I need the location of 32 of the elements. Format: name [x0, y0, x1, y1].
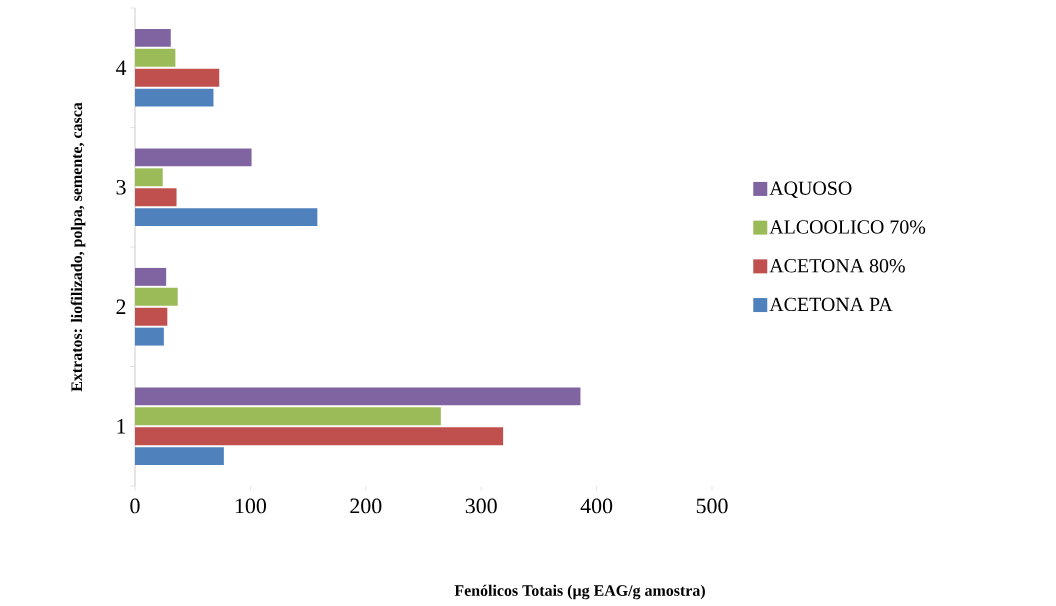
- bar: [135, 427, 504, 446]
- y-tick-label: 3: [116, 179, 126, 195]
- x-tick-label: 400: [580, 498, 613, 514]
- x-tick-label: 500: [696, 498, 728, 514]
- y-tick-label: 1: [117, 419, 126, 434]
- legend-label: ACETONA 80%: [769, 258, 905, 273]
- legend-label: ALCOOLICO 70%: [769, 220, 926, 234]
- bar: [135, 88, 214, 107]
- bar: [135, 267, 167, 286]
- x-tick-label: 200: [350, 498, 382, 514]
- bar: [135, 28, 171, 47]
- x-tick-label: 300: [465, 498, 497, 514]
- y-tick-label: 2: [116, 299, 126, 314]
- y-axis-title: Extratos: liofilizado, polpa, semente, casca: [70, 102, 86, 392]
- x-axis-title: Fenólicos Totais (µg EAG/g amostra): [454, 584, 705, 600]
- bar: [135, 387, 581, 406]
- bar: [135, 68, 220, 87]
- x-tick-label: 100: [235, 498, 267, 514]
- bar: [135, 48, 176, 67]
- y-tick-label: 4: [115, 60, 127, 75]
- bar: [135, 148, 252, 167]
- bar: [135, 407, 441, 426]
- bar: [135, 188, 177, 207]
- legend-label: ACETONA PA: [769, 297, 893, 312]
- legend-label: AQUOSO: [769, 181, 852, 199]
- x-tick-label: 0: [130, 498, 140, 514]
- bar: [135, 168, 163, 187]
- bar: [135, 307, 168, 326]
- bar: [135, 208, 318, 227]
- bar: [135, 327, 164, 346]
- bar: [135, 287, 178, 306]
- bar: [135, 447, 224, 466]
